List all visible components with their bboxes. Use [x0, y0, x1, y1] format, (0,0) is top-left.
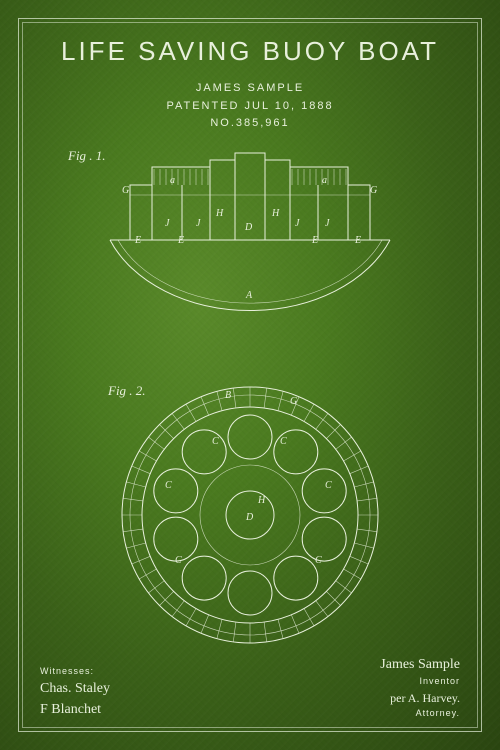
fig1-label-G2: G	[370, 185, 377, 196]
fig1-label-J1: J	[165, 218, 169, 229]
fig2-label-C2: C	[280, 436, 287, 447]
fig2-label-D: D	[246, 512, 253, 523]
fig2-label-C1: C	[212, 436, 219, 447]
fig1-label-E1: E	[135, 235, 141, 246]
fig2-label-C5: C	[175, 555, 182, 566]
fig2-label-B: B	[225, 390, 231, 401]
fig1-label-E4: E	[355, 235, 361, 246]
fig1-label-E3: E	[312, 235, 318, 246]
fig2-label-C6: C	[315, 555, 322, 566]
inventor-block: James Sample Inventor per A. Harvey. Att…	[380, 654, 460, 720]
witnesses-label: Witnesses:	[40, 665, 110, 679]
fig1-label-E2: E	[178, 235, 184, 246]
patent-number: NO.385,961	[0, 115, 500, 133]
witnesses-block: Witnesses: Chas. Staley F Blanchet	[40, 665, 110, 721]
fig1-label-H1: H	[216, 208, 223, 219]
witness-2: F Blanchet	[40, 699, 110, 720]
inventor-signature: James Sample	[380, 654, 460, 675]
fig1-label-G1: G	[122, 185, 129, 196]
inventor-label: Inventor	[380, 675, 460, 689]
fig2-label-C4: C	[325, 480, 332, 491]
patent-subtitle: JAMES SAMPLE PATENTED JUL 10, 1888 NO.38…	[0, 80, 500, 133]
fig1-label-H2: H	[272, 208, 279, 219]
fig1-label-J3: J	[295, 218, 299, 229]
fig2-label-C3: C	[165, 480, 172, 491]
fig1-drawing	[90, 145, 410, 355]
patent-title: LIFE SAVING BUOY BOAT	[0, 36, 500, 67]
fig2-label-H: H	[258, 495, 265, 506]
fig1-label-A: A	[246, 290, 252, 301]
fig1-label-D: D	[245, 222, 252, 233]
witness-1: Chas. Staley	[40, 678, 110, 699]
inventor-name: JAMES SAMPLE	[0, 80, 500, 98]
patent-date: PATENTED JUL 10, 1888	[0, 98, 500, 116]
fig1-label-a2: a	[322, 175, 327, 186]
fig1-label-J2: J	[196, 218, 200, 229]
attorney-by: per A. Harvey.	[380, 689, 460, 707]
attorney-label: Attorney.	[380, 707, 460, 721]
fig1-label-a1: a	[170, 175, 175, 186]
fig2-label-G: G	[290, 396, 297, 407]
fig1-label-J4: J	[325, 218, 329, 229]
